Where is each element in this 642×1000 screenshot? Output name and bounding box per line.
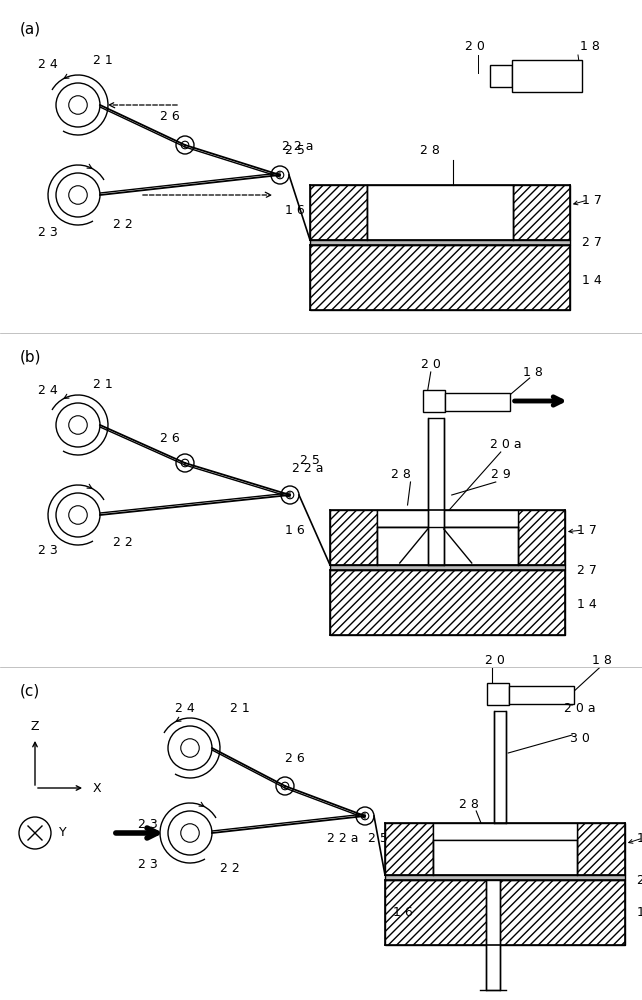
Text: 3 0: 3 0 — [570, 732, 590, 744]
Text: 2 4: 2 4 — [175, 702, 195, 714]
Bar — [377, 527, 518, 565]
Text: 2 2: 2 2 — [113, 219, 133, 232]
Text: 2 4: 2 4 — [38, 58, 58, 72]
Text: 2 0 a: 2 0 a — [564, 702, 596, 714]
Text: (a): (a) — [20, 22, 41, 37]
Bar — [422, 390, 445, 412]
Text: 1 7: 1 7 — [582, 194, 602, 207]
Text: 2 1: 2 1 — [93, 53, 113, 66]
Bar — [445, 393, 510, 411]
Bar — [433, 840, 577, 875]
Text: 2 8: 2 8 — [390, 468, 410, 482]
Text: 2 5: 2 5 — [368, 832, 388, 844]
Bar — [310, 245, 570, 310]
Text: (c): (c) — [20, 683, 40, 698]
Text: 1 7: 1 7 — [637, 832, 642, 844]
Text: 2 0: 2 0 — [485, 654, 505, 668]
Text: (b): (b) — [20, 350, 42, 365]
Bar — [377, 510, 518, 527]
Text: 1 6: 1 6 — [285, 524, 305, 536]
Text: 2 7: 2 7 — [637, 874, 642, 886]
Bar — [490, 65, 512, 87]
Bar — [330, 570, 565, 635]
Text: 2 3: 2 3 — [138, 818, 158, 832]
Text: 2 2 a: 2 2 a — [282, 140, 314, 153]
Bar — [367, 185, 513, 240]
Text: 2 4: 2 4 — [38, 383, 58, 396]
Text: 2 0: 2 0 — [421, 359, 440, 371]
Bar — [385, 823, 433, 875]
Text: Y: Y — [59, 826, 67, 840]
Text: 1 6: 1 6 — [285, 204, 305, 217]
Text: 2 7: 2 7 — [582, 236, 602, 249]
Text: 2 6: 2 6 — [160, 432, 180, 444]
Bar — [385, 880, 625, 945]
Text: 2 2 a: 2 2 a — [327, 832, 359, 844]
Text: 1 8: 1 8 — [523, 365, 542, 378]
Bar — [330, 510, 377, 565]
Bar — [330, 565, 565, 570]
Bar — [433, 823, 577, 840]
Bar — [486, 880, 500, 990]
Bar — [577, 823, 625, 875]
Text: 2 5: 2 5 — [285, 143, 305, 156]
Text: 1 4: 1 4 — [577, 598, 597, 611]
Bar — [518, 510, 565, 565]
Text: 1 6: 1 6 — [393, 906, 413, 920]
Text: 2 0: 2 0 — [465, 40, 485, 53]
Text: 2 8: 2 8 — [459, 798, 479, 812]
Text: 1 7: 1 7 — [577, 524, 597, 536]
Text: 2 7: 2 7 — [577, 564, 597, 576]
Bar — [512, 60, 582, 92]
Text: 2 2: 2 2 — [220, 861, 240, 874]
Text: 1 8: 1 8 — [580, 40, 600, 53]
Bar — [487, 683, 509, 705]
Text: 2 8: 2 8 — [420, 143, 440, 156]
Bar — [509, 686, 574, 704]
Text: 1 8: 1 8 — [593, 654, 612, 668]
Bar — [385, 875, 625, 880]
Bar — [310, 240, 570, 245]
Text: 2 3: 2 3 — [138, 858, 158, 871]
Text: 2 2 a: 2 2 a — [292, 462, 324, 476]
Text: 2 5: 2 5 — [300, 454, 320, 466]
Text: 2 6: 2 6 — [160, 110, 180, 123]
Text: Z: Z — [31, 720, 39, 732]
Text: 1 4: 1 4 — [637, 906, 642, 920]
Text: 2 3: 2 3 — [38, 227, 58, 239]
Text: 2 6: 2 6 — [285, 752, 305, 764]
Bar — [494, 711, 506, 823]
Text: 2 1: 2 1 — [93, 378, 113, 391]
Bar — [513, 185, 570, 240]
Text: 2 2: 2 2 — [113, 536, 133, 550]
Text: 2 3: 2 3 — [38, 544, 58, 556]
Text: 1 4: 1 4 — [582, 273, 602, 286]
Text: X: X — [92, 782, 101, 794]
Text: 2 9: 2 9 — [491, 468, 510, 482]
Bar — [310, 185, 367, 240]
Text: 2 1: 2 1 — [230, 702, 250, 714]
Bar — [428, 418, 444, 565]
Text: 2 0 a: 2 0 a — [490, 438, 521, 452]
